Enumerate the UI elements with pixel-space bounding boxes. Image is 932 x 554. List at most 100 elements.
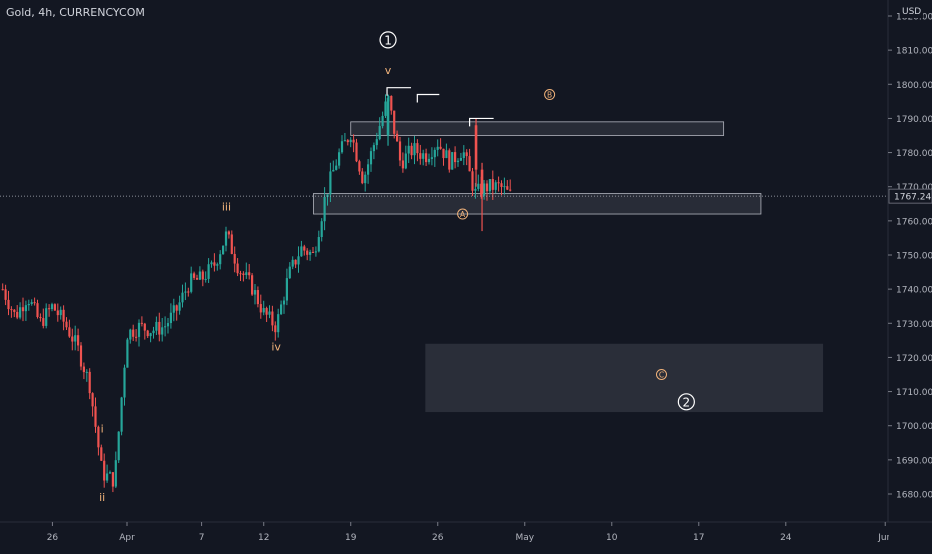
candle-body[interactable] — [195, 277, 199, 280]
candle-body[interactable] — [39, 317, 42, 319]
candle-body[interactable] — [100, 447, 103, 461]
candle-body[interactable] — [207, 264, 210, 279]
candle-body[interactable] — [439, 146, 442, 149]
candle-body[interactable] — [68, 327, 71, 337]
candle-body[interactable] — [251, 275, 254, 295]
candle-body[interactable] — [169, 312, 172, 324]
candle-body[interactable] — [224, 231, 228, 246]
candle-body[interactable] — [309, 251, 312, 255]
key-candle-body[interactable] — [386, 97, 390, 136]
candle-body[interactable] — [393, 110, 396, 134]
candle-body[interactable] — [410, 145, 413, 156]
candle-body[interactable] — [117, 431, 120, 461]
candle-body[interactable] — [407, 145, 410, 154]
candle-body[interactable] — [71, 336, 74, 342]
candle-body[interactable] — [91, 393, 94, 407]
candle-body[interactable] — [132, 329, 135, 337]
candle-body[interactable] — [343, 140, 346, 142]
candle-body[interactable] — [413, 143, 416, 156]
candle-body[interactable] — [259, 304, 262, 313]
candle-body[interactable] — [88, 371, 91, 394]
candle-body[interactable] — [33, 302, 36, 304]
resistance-box[interactable] — [350, 121, 725, 136]
candle-body[interactable] — [509, 189, 512, 191]
candle-body[interactable] — [45, 308, 48, 326]
candle-body[interactable] — [204, 278, 207, 280]
candle-body[interactable] — [172, 305, 175, 313]
candle-body[interactable] — [62, 309, 65, 322]
candle-body[interactable] — [349, 139, 352, 143]
candle-body[interactable] — [27, 304, 30, 306]
candle-body[interactable] — [77, 335, 80, 346]
candle-body[interactable] — [256, 290, 259, 305]
candle-body[interactable] — [500, 183, 503, 187]
candle-body[interactable] — [181, 292, 184, 303]
candle-body[interactable] — [210, 262, 213, 265]
candle-body[interactable] — [277, 314, 280, 333]
candle-body[interactable] — [300, 246, 303, 257]
candle-body[interactable] — [401, 160, 404, 169]
candle-body[interactable] — [485, 183, 489, 192]
candle-body[interactable] — [50, 304, 54, 310]
candle-body[interactable] — [135, 336, 138, 338]
candle-body[interactable] — [53, 304, 56, 311]
candle-body[interactable] — [108, 472, 112, 474]
candle-body[interactable] — [129, 329, 132, 340]
candle-body[interactable] — [187, 291, 190, 293]
candle-body[interactable] — [13, 309, 16, 312]
candle-body[interactable] — [471, 171, 474, 191]
candle-body[interactable] — [459, 157, 462, 161]
candle-body[interactable] — [79, 345, 83, 367]
candle-body[interactable] — [442, 148, 445, 159]
last-price-badge[interactable] — [888, 188, 932, 204]
candle-body[interactable] — [483, 183, 486, 196]
candle-body[interactable] — [497, 182, 500, 184]
candle-body[interactable] — [85, 371, 88, 373]
candle-body[interactable] — [274, 325, 277, 333]
candle-body[interactable] — [303, 246, 306, 251]
candle-body[interactable] — [245, 272, 248, 276]
candle-body[interactable] — [193, 273, 196, 278]
candle-body[interactable] — [404, 153, 407, 169]
candle-body[interactable] — [1, 289, 4, 291]
candle-body[interactable] — [384, 101, 387, 116]
candle-body[interactable] — [282, 300, 286, 305]
candle-body[interactable] — [462, 152, 465, 158]
candle-body[interactable] — [230, 234, 233, 254]
support-box[interactable] — [313, 193, 762, 215]
candle-body[interactable] — [143, 323, 146, 331]
axis-corner[interactable] — [889, 523, 932, 550]
candle-body[interactable] — [175, 305, 178, 311]
candle-body[interactable] — [120, 397, 123, 432]
candle-body[interactable] — [306, 250, 309, 255]
candle-body[interactable] — [340, 141, 344, 153]
candle-body[interactable] — [271, 311, 274, 326]
candle-body[interactable] — [311, 251, 315, 253]
candle-body[interactable] — [126, 339, 129, 368]
candle-body[interactable] — [178, 302, 181, 311]
candle-body[interactable] — [317, 237, 320, 252]
candle-body[interactable] — [166, 323, 170, 327]
candle-body[interactable] — [425, 153, 428, 163]
candle-body[interactable] — [396, 133, 399, 142]
candle-body[interactable] — [291, 259, 294, 267]
candle-body[interactable] — [474, 188, 477, 191]
target-zone[interactable] — [425, 343, 824, 413]
candle-body[interactable] — [146, 330, 149, 337]
candle-body[interactable] — [198, 271, 201, 280]
candle-body[interactable] — [137, 322, 141, 337]
candle-body[interactable] — [114, 460, 117, 487]
candle-body[interactable] — [416, 143, 419, 154]
candle-body[interactable] — [358, 161, 361, 172]
candle-body[interactable] — [4, 289, 7, 300]
candle-body[interactable] — [219, 254, 222, 265]
candle-body[interactable] — [436, 146, 439, 150]
candle-body[interactable] — [262, 308, 265, 313]
candle-body[interactable] — [140, 322, 143, 324]
candle-body[interactable] — [248, 272, 251, 276]
candle-body[interactable] — [372, 145, 375, 152]
candle-body[interactable] — [454, 152, 457, 163]
candle-body[interactable] — [451, 152, 454, 170]
candle-body[interactable] — [253, 290, 257, 295]
